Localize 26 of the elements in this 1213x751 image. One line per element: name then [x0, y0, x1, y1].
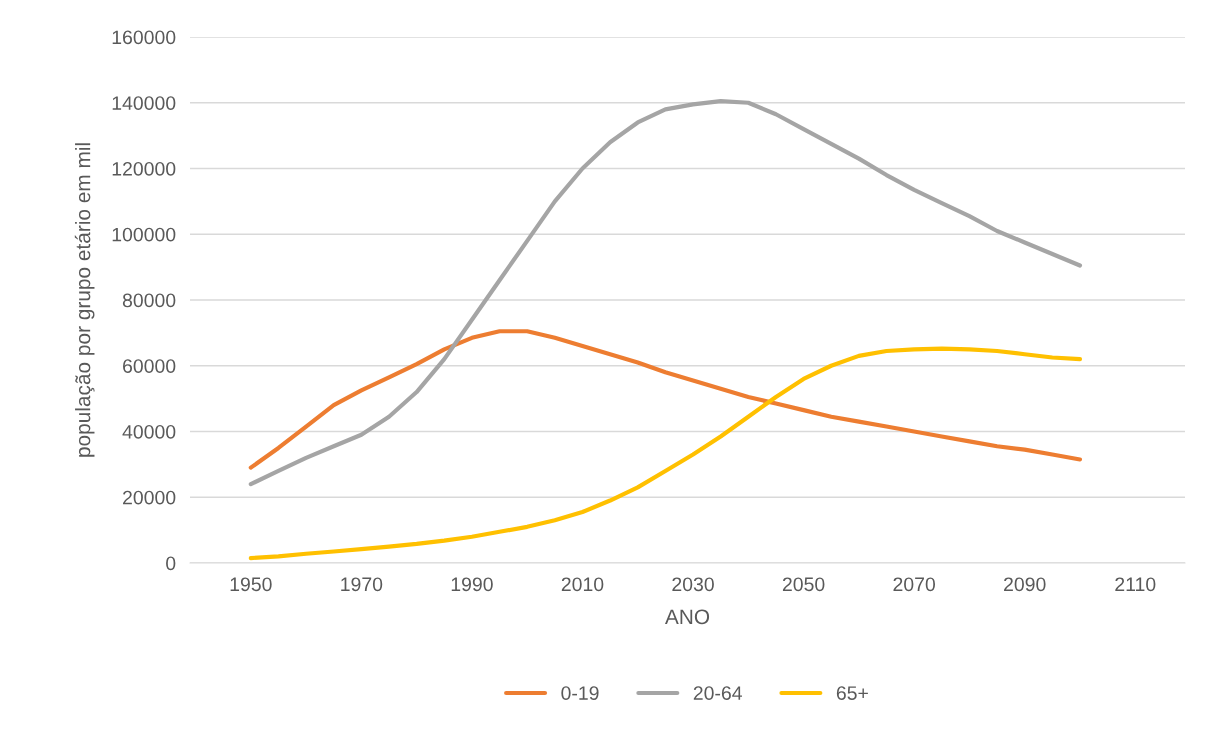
x-tick-label: 1970 — [341, 577, 383, 592]
y-axis-title: população por grupo etário em mil — [74, 143, 95, 457]
y-tick-label: 140000 — [112, 96, 176, 110]
line-series — [248, 346, 1083, 561]
y-tick-label: 80000 — [122, 293, 176, 308]
y-tick-label: 0 — [166, 556, 176, 571]
legend-label: 20-64 — [693, 686, 742, 700]
y-tick-label: 60000 — [123, 359, 176, 373]
x-tick-label: 2090 — [1004, 577, 1046, 592]
x-tick-label: 1990 — [451, 577, 493, 592]
y-tick-label: 40000 — [122, 424, 176, 439]
legend-label: 0-19 — [561, 686, 599, 700]
x-tick-label: 2110 — [1115, 577, 1156, 592]
y-tick-label: 160000 — [112, 30, 176, 45]
y-tick-label: 100000 — [112, 227, 176, 242]
x-tick-label: 2070 — [893, 577, 936, 592]
legend-label: 65+ — [836, 686, 868, 700]
line-series — [248, 99, 1083, 487]
y-tick-label: 20000 — [123, 490, 176, 505]
y-tick-label: 120000 — [112, 161, 176, 176]
x-axis-title: ANO — [664, 609, 710, 625]
x-tick-label: 2050 — [782, 577, 825, 592]
line-series — [248, 329, 1083, 470]
x-tick-label: 1950 — [230, 577, 272, 592]
x-tick-label: 2030 — [672, 577, 714, 592]
x-tick-label: 2010 — [561, 577, 604, 592]
